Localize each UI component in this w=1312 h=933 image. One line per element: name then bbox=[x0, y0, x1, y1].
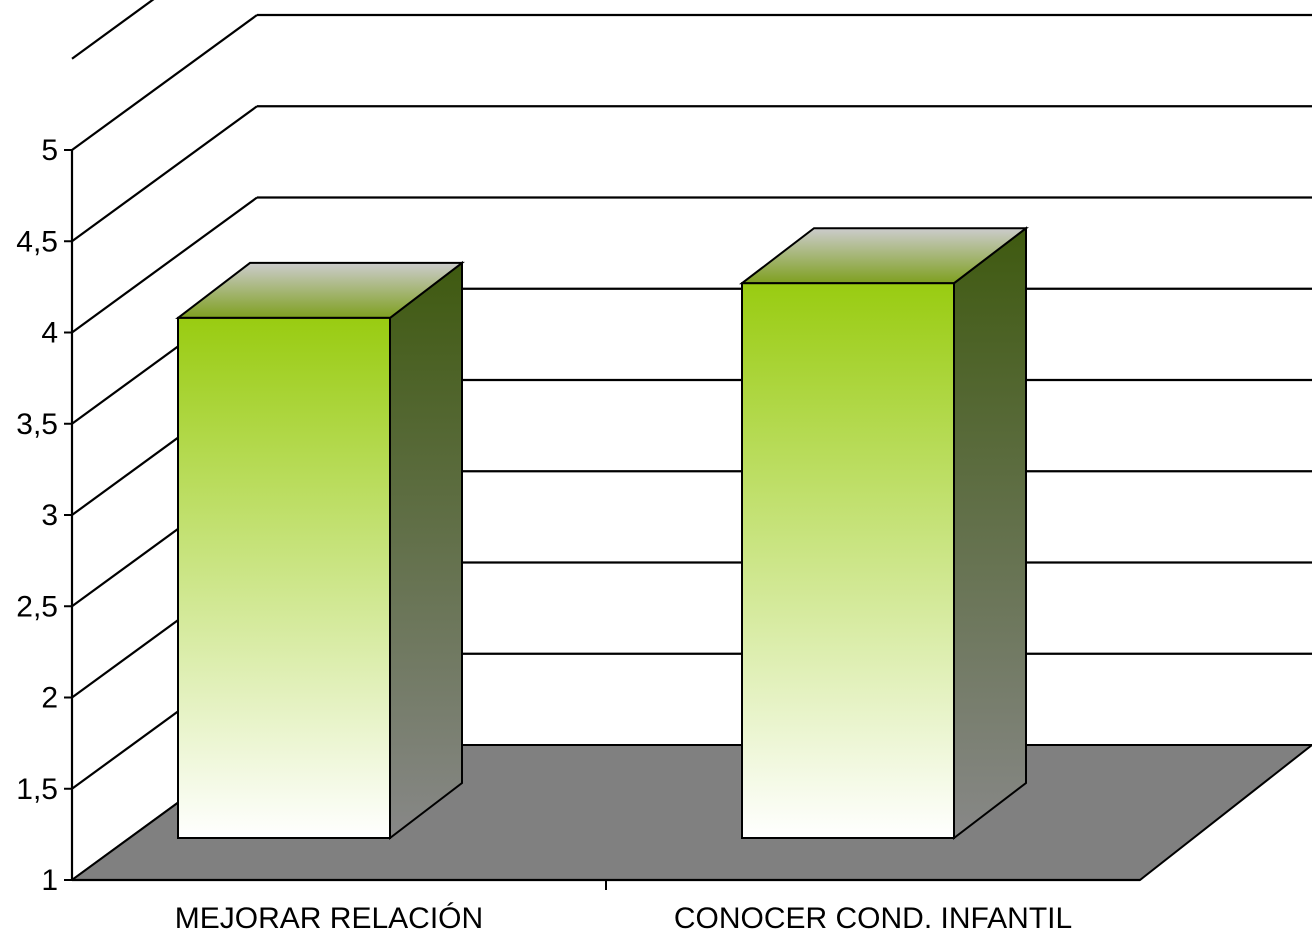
bar-2 bbox=[739, 226, 1029, 841]
y-axis: 1 1,5 2 2,5 3 3,5 4 4,5 5 bbox=[16, 134, 1140, 897]
bar-front bbox=[741, 282, 955, 840]
bar-1 bbox=[175, 260, 465, 841]
y-tick-label: 1 bbox=[41, 864, 58, 897]
bars bbox=[175, 226, 1029, 841]
gridline-diagonal bbox=[71, 0, 155, 60]
y-tick-label: 2,5 bbox=[16, 590, 58, 623]
gridline-diagonal bbox=[71, 105, 258, 243]
x-tick-label: CONOCER COND. INFANTIL bbox=[674, 902, 1072, 933]
bar-front bbox=[177, 316, 391, 839]
bar-side bbox=[389, 260, 463, 841]
y-tick-label: 1,5 bbox=[16, 773, 58, 806]
y-tick-label: 3,5 bbox=[16, 408, 58, 441]
bar-side bbox=[953, 226, 1027, 841]
x-axis-labels: MEJORAR RELACIÓN CONOCER COND. INFANTIL bbox=[175, 902, 1072, 933]
y-tick-label: 4 bbox=[41, 317, 58, 350]
y-tick-label: 5 bbox=[41, 134, 58, 167]
y-tick-label: 2 bbox=[41, 682, 58, 715]
y-tick-label: 3 bbox=[41, 499, 58, 532]
x-tick-label: MEJORAR RELACIÓN bbox=[175, 902, 483, 933]
y-tick-label: 4,5 bbox=[16, 225, 58, 258]
gridline-diagonal bbox=[71, 14, 258, 151]
gridline-diagonal bbox=[71, 196, 258, 334]
